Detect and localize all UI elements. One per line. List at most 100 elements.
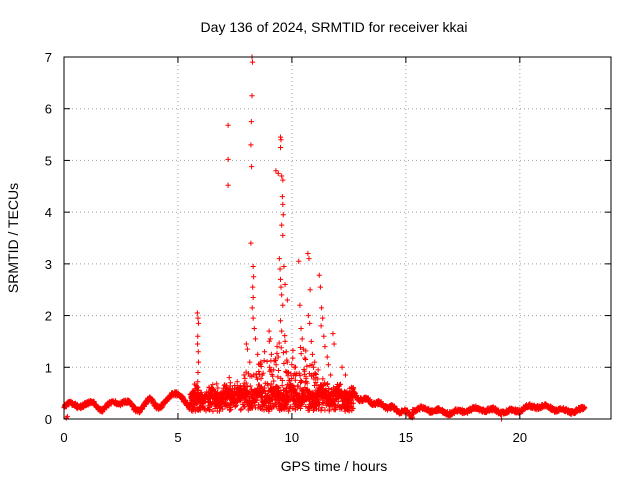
data-point bbox=[228, 406, 234, 413]
data-point bbox=[287, 377, 293, 383]
data-point bbox=[188, 393, 194, 399]
data-point bbox=[333, 397, 340, 403]
data-point bbox=[315, 402, 321, 408]
data-point bbox=[278, 284, 284, 290]
data-point bbox=[223, 394, 229, 400]
data-point bbox=[280, 387, 287, 393]
data-point bbox=[290, 396, 296, 402]
data-point bbox=[262, 395, 268, 401]
data-point bbox=[303, 374, 309, 380]
data-point bbox=[288, 385, 294, 391]
data-point bbox=[328, 372, 334, 378]
y-axis-label: SRMTID / TECUs bbox=[5, 183, 21, 293]
data-point bbox=[195, 333, 201, 339]
data-point bbox=[339, 364, 345, 370]
x-tick-label: 5 bbox=[174, 430, 181, 445]
data-point bbox=[275, 354, 281, 360]
axis-ticks: 0 5 10 15 20 0 1 2 3 4 5 6 7 bbox=[45, 50, 611, 445]
data-point bbox=[274, 344, 280, 350]
data-point bbox=[279, 328, 285, 334]
data-point bbox=[278, 137, 284, 143]
data-point bbox=[284, 382, 290, 388]
data-point bbox=[281, 401, 287, 408]
data-point bbox=[292, 399, 298, 405]
data-point bbox=[279, 173, 285, 179]
data-point bbox=[318, 323, 324, 329]
data-point bbox=[292, 404, 299, 410]
data-point bbox=[279, 222, 285, 228]
data-point bbox=[216, 408, 223, 414]
data-point bbox=[247, 359, 253, 365]
data-point bbox=[275, 367, 282, 374]
data-point bbox=[292, 377, 298, 383]
data-point bbox=[191, 391, 197, 397]
data-point bbox=[320, 315, 326, 321]
data-point bbox=[351, 386, 357, 392]
data-point bbox=[310, 364, 317, 370]
data-point bbox=[202, 406, 208, 412]
data-point bbox=[267, 403, 273, 409]
data-point bbox=[259, 406, 265, 413]
data-point bbox=[302, 356, 309, 363]
data-point bbox=[256, 402, 262, 408]
data-point bbox=[283, 385, 289, 391]
x-tick-label: 10 bbox=[285, 430, 299, 445]
data-point bbox=[237, 398, 243, 404]
data-point bbox=[254, 397, 260, 403]
data-point bbox=[315, 367, 321, 373]
data-point bbox=[308, 338, 314, 345]
data-point bbox=[245, 407, 251, 413]
data-point bbox=[253, 393, 259, 399]
data-point bbox=[248, 119, 254, 125]
data-point bbox=[249, 391, 256, 397]
data-point bbox=[291, 383, 297, 390]
data-point bbox=[319, 405, 325, 411]
data-point bbox=[319, 388, 325, 394]
data-point bbox=[210, 399, 216, 405]
data-point bbox=[249, 93, 255, 99]
y-tick-label: 1 bbox=[45, 360, 52, 375]
data-point bbox=[250, 284, 256, 290]
data-point bbox=[234, 390, 240, 396]
data-point bbox=[342, 372, 349, 378]
data-point bbox=[234, 379, 240, 385]
data-point bbox=[281, 360, 287, 367]
data-point bbox=[297, 302, 303, 308]
data-point bbox=[350, 389, 356, 395]
data-point bbox=[261, 358, 267, 364]
data-point bbox=[272, 356, 279, 362]
data-point bbox=[305, 250, 311, 257]
data-point bbox=[307, 398, 313, 404]
data-point bbox=[261, 349, 268, 355]
data-point bbox=[299, 336, 305, 342]
data-point bbox=[337, 382, 343, 388]
y-tick-label: 7 bbox=[45, 50, 52, 65]
data-point bbox=[298, 378, 305, 385]
data-point bbox=[278, 345, 284, 351]
data-point bbox=[244, 346, 251, 352]
data-point bbox=[280, 201, 286, 207]
data-point bbox=[409, 415, 416, 421]
data-point bbox=[302, 380, 308, 386]
data-point bbox=[194, 310, 200, 316]
data-point bbox=[347, 395, 354, 401]
data-point bbox=[334, 390, 341, 396]
data-point bbox=[268, 351, 275, 357]
data-point bbox=[241, 404, 247, 410]
data-point bbox=[249, 305, 255, 311]
data-point bbox=[276, 256, 282, 262]
data-point bbox=[250, 263, 256, 270]
data-point bbox=[277, 144, 284, 151]
data-point bbox=[220, 406, 226, 412]
data-point bbox=[280, 212, 286, 218]
data-point bbox=[195, 379, 201, 385]
data-point bbox=[298, 351, 304, 357]
data-points bbox=[61, 54, 588, 422]
data-point bbox=[325, 362, 331, 368]
data-point bbox=[277, 406, 283, 412]
data-point bbox=[273, 362, 279, 368]
data-point bbox=[259, 384, 265, 390]
data-point bbox=[221, 400, 227, 407]
data-point bbox=[243, 384, 249, 390]
data-point bbox=[242, 399, 248, 406]
